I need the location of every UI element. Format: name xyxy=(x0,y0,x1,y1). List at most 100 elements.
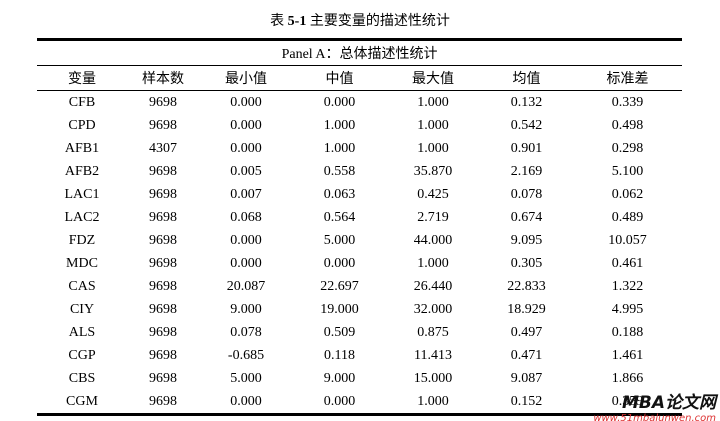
table-row: CBS 9698 5.000 9.000 15.000 9.087 1.866 xyxy=(37,367,682,390)
header-cell: 中值 xyxy=(293,65,386,91)
table-cell: 0.068 xyxy=(230,209,262,225)
table-cell: 9.000 xyxy=(230,301,262,317)
header-cell: 最小值 xyxy=(199,65,293,91)
table-cell: 0.152 xyxy=(480,390,573,416)
table-cell: LAC1 xyxy=(64,186,100,202)
table-cell: 9698 xyxy=(149,278,177,294)
table-row: CAS 9698 20.087 22.697 26.440 22.833 1.322 xyxy=(37,275,682,298)
table-cell: CGP xyxy=(68,347,96,363)
table-cell: 22.833 xyxy=(507,278,546,294)
table-row: CGM 9698 0.000 0.000 1.000 0.152 0.359 xyxy=(37,390,683,416)
header-row: 变量 样本数 最小值 中值 最大值 均值 标准差 xyxy=(37,65,683,91)
table-cell: 0.489 xyxy=(611,209,644,225)
table-cell: 1.866 xyxy=(611,370,644,386)
header-cell: 标准差 xyxy=(573,65,683,91)
table-cell: 0.078 xyxy=(510,186,543,202)
table-cell: 1.000 xyxy=(386,390,480,416)
title-label: 表 xyxy=(270,14,285,29)
table-cell: 35.870 xyxy=(413,163,453,179)
table-cell: 0.000 xyxy=(323,94,356,110)
watermark: MBA论文网 www.51mbalunwen.com xyxy=(593,388,716,421)
table-cell: 9698 xyxy=(149,347,177,363)
table-cell: 0.000 xyxy=(230,232,262,248)
table-cell: 1.000 xyxy=(323,140,356,156)
table-cell: 9698 xyxy=(127,390,199,416)
table-cell: 0.078 xyxy=(230,324,262,340)
table-row: CPD 9698 0.000 1.000 1.000 0.542 0.498 xyxy=(37,114,682,137)
table-cell: FDZ xyxy=(68,232,96,248)
watermark-brand: MBA论文网 xyxy=(621,393,716,413)
title-number: 5-1 xyxy=(287,14,307,29)
table-cell: 4.995 xyxy=(611,301,644,317)
table-cell: 19.000 xyxy=(320,301,359,317)
table-cell: 1.000 xyxy=(417,255,449,271)
table-cell: CAS xyxy=(68,278,96,294)
table-cell: 0.339 xyxy=(611,94,644,110)
table-cell: 1.322 xyxy=(611,278,644,294)
table-cell: 9698 xyxy=(149,255,177,271)
table-cell: 44.000 xyxy=(413,232,453,248)
table-cell: 9698 xyxy=(149,94,177,110)
table-cell: 15.000 xyxy=(413,370,453,386)
table-cell: 0.564 xyxy=(323,209,356,225)
table-row: CGP 9698 -0.685 0.118 11.413 0.471 1.461 xyxy=(37,344,682,367)
table-cell: 1.000 xyxy=(417,140,449,156)
table-cell: LAC2 xyxy=(64,209,100,225)
table-cell: 0.063 xyxy=(323,186,356,202)
table-cell: AFB1 xyxy=(64,140,100,156)
table-cell: 10.057 xyxy=(608,232,647,248)
watermark-url: www.51mbalunwen.com xyxy=(593,413,716,421)
table-cell: 0.007 xyxy=(230,186,262,202)
table-cell: 2.169 xyxy=(510,163,543,179)
table-cell: 22.697 xyxy=(320,278,359,294)
table-cell: 0.674 xyxy=(510,209,543,225)
table-cell: AFB2 xyxy=(64,163,100,179)
table-cell: 0.875 xyxy=(417,324,449,340)
header-cell: 变量 xyxy=(37,65,127,91)
table-row: LAC1 9698 0.007 0.063 0.425 0.078 0.062 xyxy=(37,183,682,206)
table-cell: 0.000 xyxy=(230,94,262,110)
table-cell: 9698 xyxy=(149,209,177,225)
table-cell: 32.000 xyxy=(413,301,453,317)
table-cell: 0.000 xyxy=(323,255,356,271)
table-cell: 0.132 xyxy=(510,94,543,110)
table-cell: -0.685 xyxy=(227,347,265,363)
table-cell: 0.901 xyxy=(510,140,543,156)
table-cell: 0.498 xyxy=(611,117,644,133)
table-cell: 1.000 xyxy=(417,94,449,110)
table-cell: 9698 xyxy=(149,324,177,340)
table-cell: 9698 xyxy=(149,163,177,179)
header-cell: 样本数 xyxy=(127,65,199,91)
table-row: ALS 9698 0.078 0.509 0.875 0.497 0.188 xyxy=(37,321,682,344)
table-cell: 0.509 xyxy=(323,324,356,340)
table-cell: 9698 xyxy=(149,232,177,248)
table-cell: 11.413 xyxy=(414,347,452,363)
panel-label: Panel A：总体描述性统计 xyxy=(37,38,683,66)
table-cell: CPD xyxy=(68,117,96,133)
table-cell: 0.062 xyxy=(611,186,644,202)
table-cell: 5.000 xyxy=(230,370,262,386)
table-cell: 0.461 xyxy=(611,255,644,271)
table-cell: 9.000 xyxy=(323,370,356,386)
table-cell: 2.719 xyxy=(417,209,449,225)
table-cell: 18.929 xyxy=(507,301,546,317)
table-cell: CFB xyxy=(68,94,96,110)
table-cell: 0.000 xyxy=(230,140,262,156)
table-cell: 1.000 xyxy=(417,117,449,133)
table-cell: 0.359 xyxy=(573,390,683,416)
table-cell: CGM xyxy=(37,390,127,416)
table-cell: 9698 xyxy=(149,370,177,386)
table-cell: 0.000 xyxy=(230,255,262,271)
table-cell: 0.000 xyxy=(199,390,293,416)
table-cell: 4307 xyxy=(149,140,177,156)
table-cell: 20.087 xyxy=(226,278,266,294)
table-cell: 9698 xyxy=(149,301,177,317)
table-cell: 9.087 xyxy=(510,370,543,386)
table-cell: 9698 xyxy=(149,186,177,202)
table-cell: 1.461 xyxy=(611,347,644,363)
table-cell: 26.440 xyxy=(413,278,453,294)
table-cell: 0.542 xyxy=(510,117,543,133)
table-row: MDC 9698 0.000 0.000 1.000 0.305 0.461 xyxy=(37,252,682,275)
header-cell: 最大值 xyxy=(386,65,480,91)
